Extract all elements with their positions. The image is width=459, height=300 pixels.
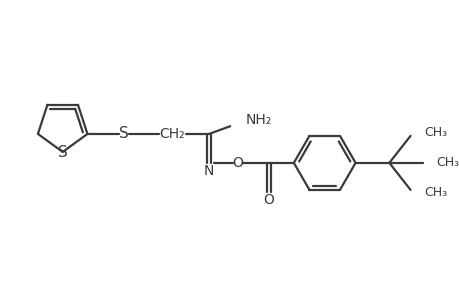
Text: O: O	[232, 156, 243, 170]
Text: CH₃: CH₃	[423, 127, 446, 140]
Text: CH₃: CH₃	[436, 156, 459, 170]
Text: CH₃: CH₃	[423, 186, 446, 199]
Text: O: O	[263, 193, 274, 206]
Text: N: N	[203, 164, 214, 178]
Text: S: S	[58, 146, 67, 160]
Text: CH₂: CH₂	[159, 127, 185, 141]
Text: S: S	[119, 126, 129, 141]
Text: NH₂: NH₂	[245, 113, 271, 128]
